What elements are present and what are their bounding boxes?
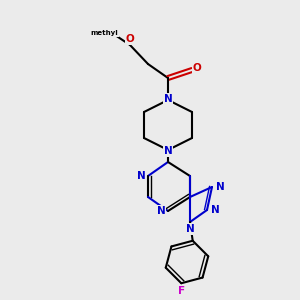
Text: N: N bbox=[216, 182, 224, 192]
Text: F: F bbox=[178, 286, 185, 296]
Text: N: N bbox=[211, 205, 219, 215]
Text: N: N bbox=[186, 224, 194, 234]
Text: O: O bbox=[193, 63, 201, 73]
Text: N: N bbox=[136, 171, 146, 181]
Text: methyl: methyl bbox=[90, 30, 118, 36]
Text: N: N bbox=[164, 146, 172, 156]
Text: N: N bbox=[157, 206, 165, 216]
Text: N: N bbox=[164, 94, 172, 104]
Text: O: O bbox=[126, 34, 134, 44]
